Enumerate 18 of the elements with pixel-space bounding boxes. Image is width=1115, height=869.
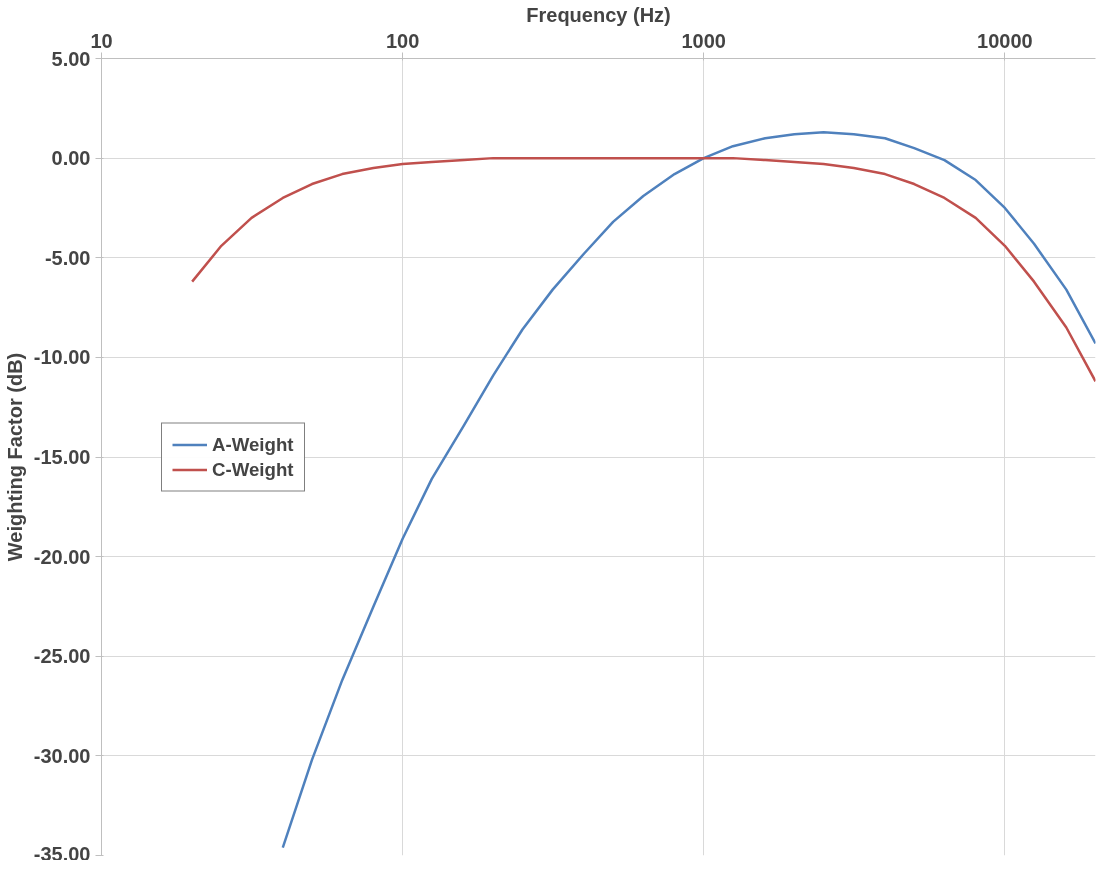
y-tick-label: -10.00 — [33, 346, 91, 369]
y-tick-label: -15.00 — [33, 446, 91, 468]
y-tick-label: -30.00 — [33, 744, 91, 767]
y-tick-label: -5.00 — [44, 246, 91, 269]
y-axis-title: Weighting Factor (dB) — [3, 352, 26, 562]
legend-label: A-Weight — [212, 433, 294, 455]
x-tick-label: 10 — [90, 29, 113, 52]
x-tick-label: 1000 — [681, 29, 726, 52]
line-series — [190, 156, 1096, 383]
x-tick-label: 100 — [385, 29, 420, 52]
x-axis-title: Frequency (Hz) — [526, 3, 671, 26]
y-tick-label: -20.00 — [33, 545, 91, 568]
y-tick-label: 5.00 — [51, 47, 91, 70]
x-tick-label: 10000 — [977, 29, 1033, 52]
y-tick-label: 0.00 — [51, 147, 91, 170]
y-tick-label: -25.00 — [33, 645, 91, 668]
legend-label: C-Weight — [212, 458, 294, 480]
y-tick-label: -35.00 — [33, 842, 91, 865]
